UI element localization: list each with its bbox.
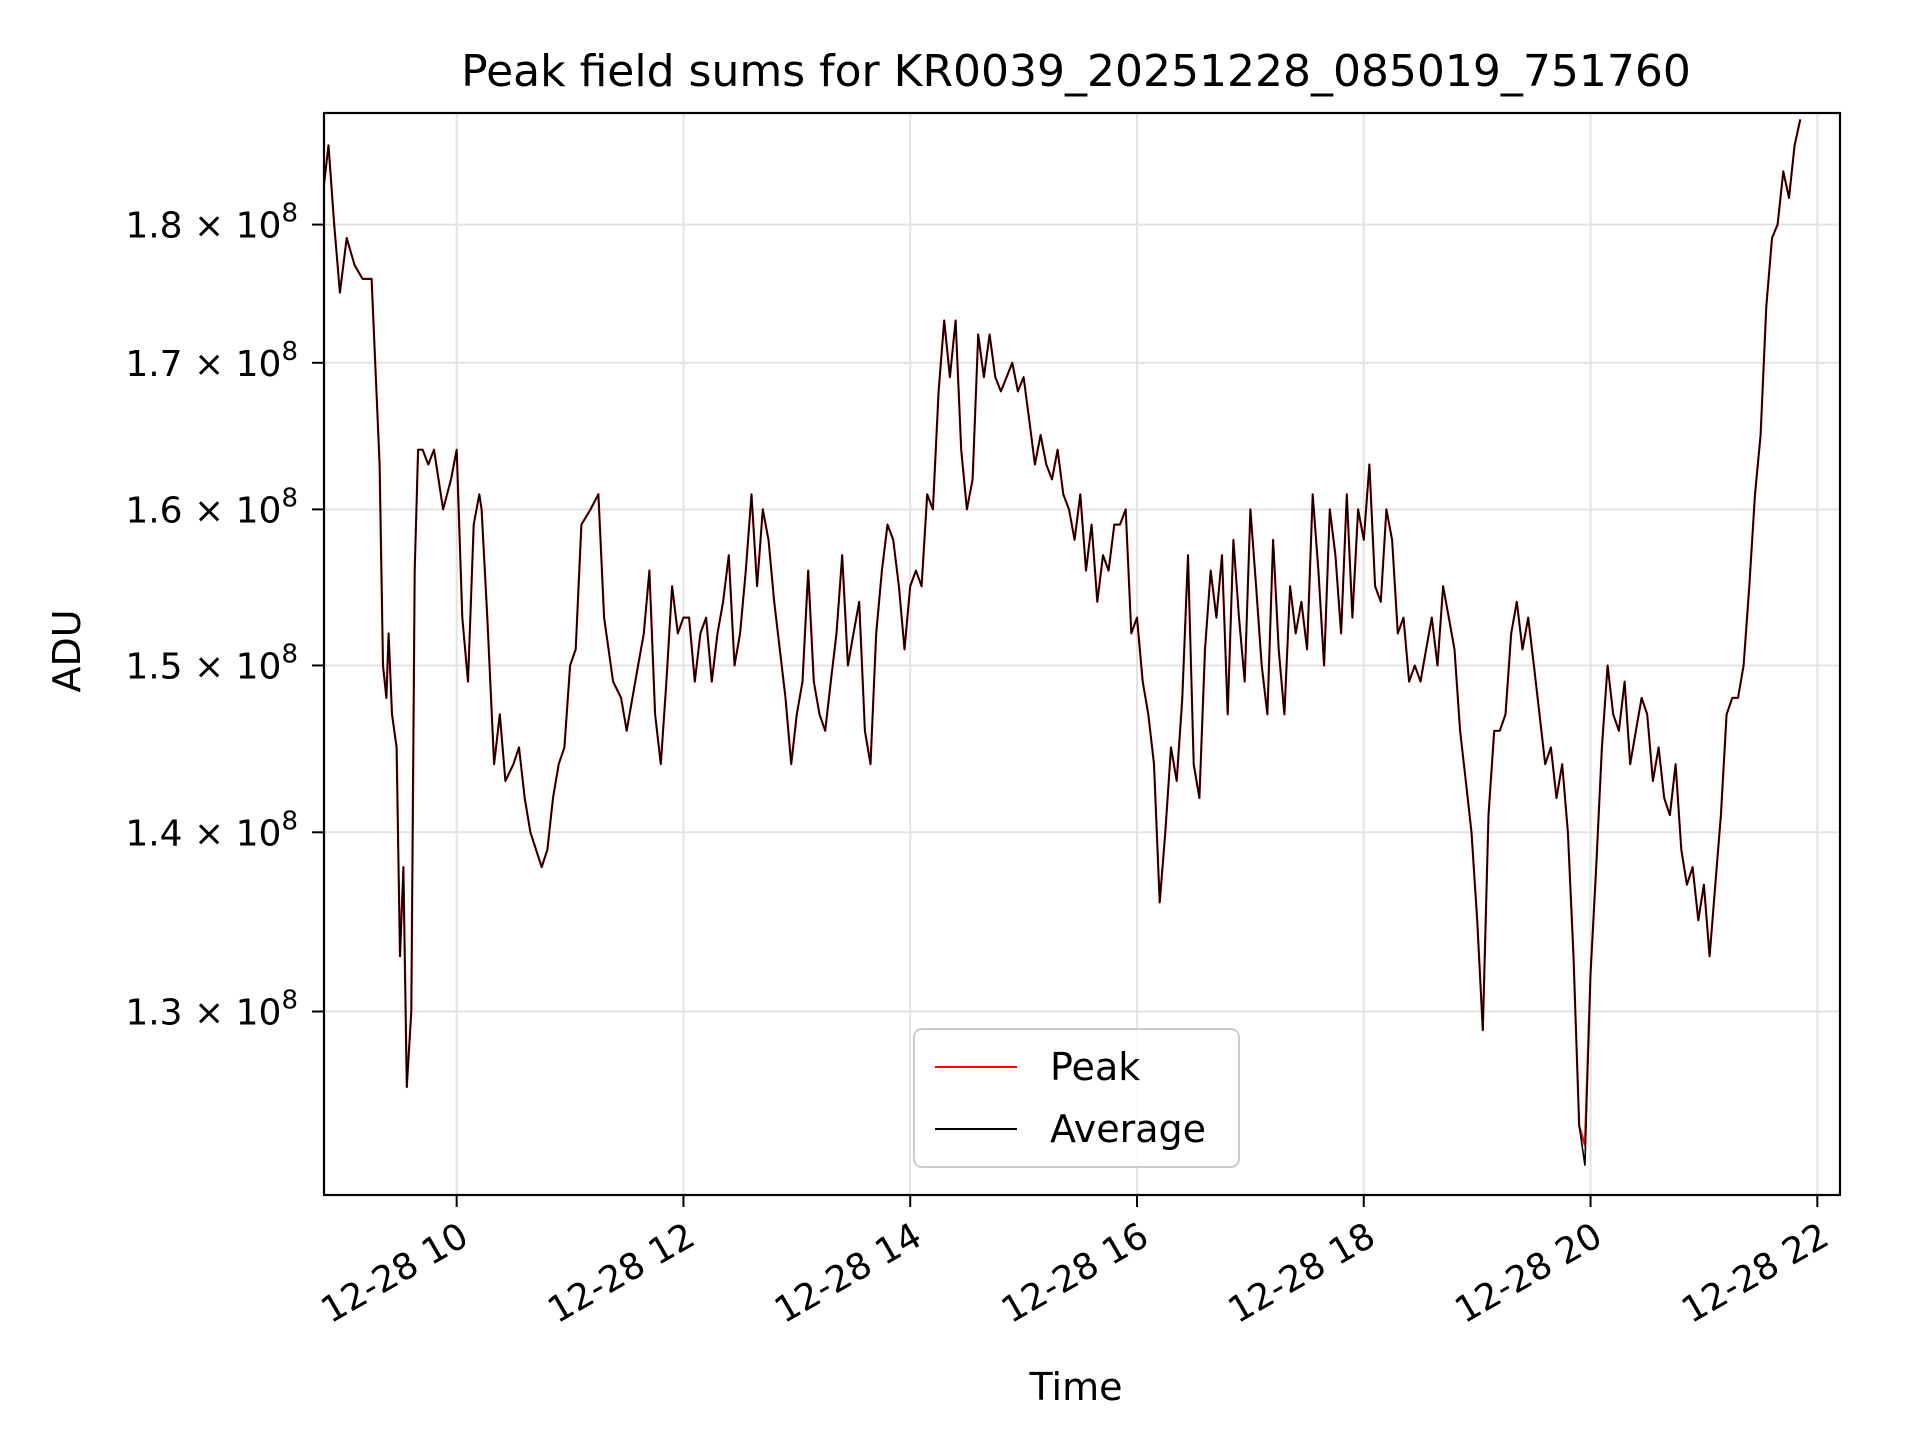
y-tick-label: 1.4 × 108	[125, 806, 298, 854]
y-tick-label: 1.5 × 108	[125, 639, 298, 687]
plot-area	[322, 119, 1802, 1166]
legend-peak-label: Peak	[1050, 1045, 1140, 1089]
y-axis-label: ADU	[45, 609, 89, 692]
series-line-average	[323, 119, 1802, 1166]
plot-frame	[322, 111, 1842, 1197]
y-tick-label: 1.3 × 108	[125, 985, 298, 1033]
legend: Peak Average	[913, 1028, 1240, 1168]
y-tick-label: 1.6 × 108	[125, 483, 298, 531]
y-tick-label: 1.7 × 108	[125, 337, 298, 385]
y-tick-label: 1.8 × 108	[125, 199, 298, 247]
legend-box	[913, 1028, 1240, 1168]
x-axis-label: Time	[1029, 1365, 1123, 1409]
chart-title: Peak field sums for KR0039_20251228_0850…	[461, 46, 1691, 97]
y-axis: 1.3 × 108 1.4 × 108 1.5 × 108 1.6 × 108 1.7 …	[125, 199, 324, 1033]
legend-average-label: Average	[1050, 1107, 1206, 1151]
